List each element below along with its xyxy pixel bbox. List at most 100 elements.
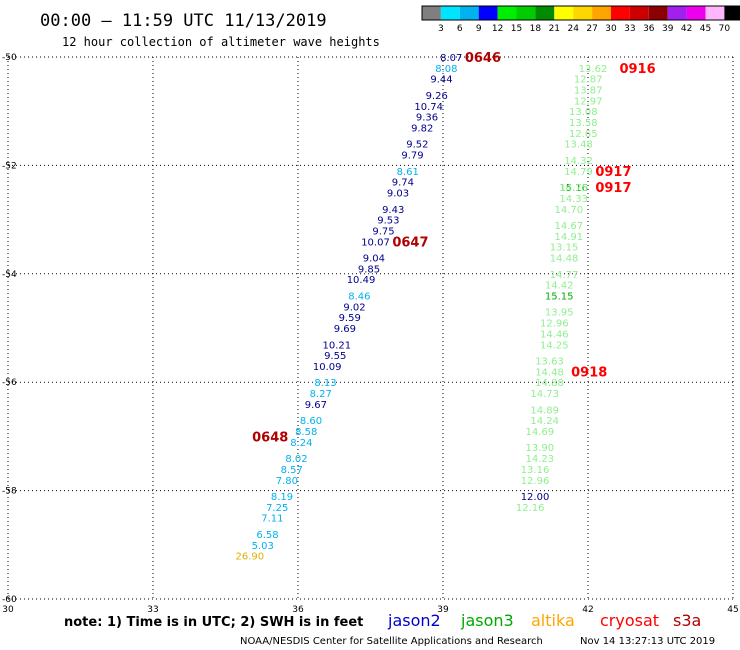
wave-height-value: 9.02: [343, 302, 365, 313]
legend-item-altika: altika: [531, 611, 575, 630]
wave-height-value: 9.52: [406, 140, 428, 151]
wave-height-value: 10.21: [323, 340, 352, 351]
wave-height-value: 9.03: [387, 189, 409, 200]
wave-height-value: 9.75: [372, 226, 394, 237]
wave-height-value: 9.55: [324, 351, 346, 362]
wave-height-value: 14.24: [530, 416, 559, 427]
wave-height-value: 8.60: [300, 416, 322, 427]
legend-item-cryosat: cryosat: [600, 611, 659, 630]
colorbar-label: 33: [624, 24, 635, 34]
wave-height-value: 5.03: [252, 541, 274, 552]
wave-height-value: 13.48: [564, 140, 593, 151]
legend-item-jason2: jason2: [387, 611, 441, 630]
colorbar-swatch: [573, 6, 593, 20]
y-tick-label: -50: [2, 53, 17, 63]
wave-height-value: 9.44: [430, 75, 452, 86]
colorbar-swatch: [611, 6, 630, 20]
wave-height-value: 15.16: [559, 183, 588, 194]
wave-height-value: 13.95: [545, 308, 574, 319]
footer-timestamp: Nov 14 13:27:13 UTC 2019: [580, 636, 715, 647]
y-tick-label: -54: [2, 270, 17, 280]
wave-height-value: 14.88: [535, 378, 564, 389]
pass-time-label: 0916: [619, 62, 655, 77]
colorbar-label: 39: [662, 24, 674, 34]
page-subtitle: 12 hour collection of altimeter wave hei…: [62, 35, 380, 49]
wave-height-value: 8.08: [435, 64, 457, 75]
wave-height-value: 8.57: [281, 465, 303, 476]
wave-height-value: 9.04: [363, 254, 385, 265]
wave-height-value: 8.58: [295, 427, 317, 438]
wave-height-value: 14.46: [540, 329, 569, 340]
wave-height-value: 26.90: [236, 552, 265, 563]
wave-height-value: 8.19: [271, 492, 293, 503]
wave-height-value: 14.69: [526, 427, 555, 438]
wave-height-value: 8.27: [310, 389, 332, 400]
colorbar-label: 27: [586, 24, 597, 34]
colorbar-swatch: [554, 6, 574, 20]
wave-height-value: 14.42: [545, 281, 574, 292]
colorbar-frame: [421, 5, 740, 21]
wave-height-value: 14.48: [535, 367, 564, 378]
wave-height-value: 6.58: [256, 530, 278, 541]
colorbar-swatch: [724, 6, 740, 20]
colorbar-label: 70: [719, 24, 731, 34]
x-tick-label: 45: [727, 605, 738, 615]
wave-height-value: 14.33: [559, 194, 588, 205]
wave-height-value: 10.09: [313, 362, 342, 373]
wave-height-value: 9.36: [416, 113, 438, 124]
pass-time-label: 0646: [465, 51, 501, 66]
pass-time-label: 0648: [252, 430, 288, 445]
colorbar-swatch: [497, 6, 517, 20]
colorbar-label: 15: [511, 24, 522, 34]
wave-height-value: 14.48: [550, 254, 579, 265]
wave-height-value: 9.67: [305, 400, 327, 411]
colorbar-swatch: [686, 6, 706, 20]
satellite-legend: jason2 jason3 altika cryosat s3a: [387, 611, 701, 630]
wave-height-value: 9.74: [392, 178, 414, 189]
wave-height-value: 13.90: [526, 443, 555, 454]
y-tick-label: -60: [2, 595, 17, 605]
grid: [7, 56, 734, 600]
wave-height-value: 14.91: [555, 232, 584, 243]
wave-height-value: 7.11: [261, 514, 283, 525]
wave-height-value: 7.80: [276, 476, 298, 487]
wave-height-value: 8.61: [397, 167, 419, 178]
wave-height-value: 14.67: [555, 221, 584, 232]
wave-height-value: 9.26: [426, 91, 448, 102]
x-tick-label: 30: [2, 605, 14, 615]
wave-height-value: 12.97: [574, 96, 603, 107]
wave-height-value: 13.58: [569, 118, 598, 129]
wave-height-value: 14.79: [564, 167, 593, 178]
wave-height-value: 14.89: [530, 405, 559, 416]
pass-time-label: 0917: [595, 165, 631, 180]
wave-height-value: 13.15: [550, 243, 579, 254]
colorbar-label: 9: [476, 24, 482, 34]
wave-height-value: 13.16: [521, 465, 550, 476]
colorbar-swatch: [516, 6, 536, 20]
wave-height-value: 15.15: [545, 291, 574, 302]
colorbar-swatch: [592, 6, 611, 20]
wave-height-value: 12.87: [574, 75, 603, 86]
x-tick-label: 36: [292, 605, 304, 615]
wave-height-value: 8.07: [440, 53, 462, 64]
colorbar-label: 30: [605, 24, 617, 34]
pass-time-label: 0918: [571, 365, 607, 380]
y-tick-label: -52: [2, 161, 17, 171]
wave-height-value: 9.43: [382, 205, 404, 216]
colorbar-label: 12: [492, 24, 503, 34]
wave-height-value: 8.24: [290, 438, 312, 449]
wave-height-value: 10.74: [414, 102, 443, 113]
wave-height-value: 9.79: [401, 151, 423, 162]
wave-height-value: 13.63: [535, 357, 564, 368]
wave-height-value: 14.23: [526, 454, 555, 465]
pass-time-label: 0917: [595, 181, 631, 196]
legend-item-jason3: jason3: [460, 611, 514, 630]
wave-height-value: 13.87: [574, 86, 603, 97]
wave-height-value: 14.73: [530, 389, 559, 400]
colorbar-swatch: [705, 6, 725, 20]
axis-tick-labels: 30 33 36 39 42 45 -50 -52 -54 -56 -58 -60: [2, 53, 739, 615]
